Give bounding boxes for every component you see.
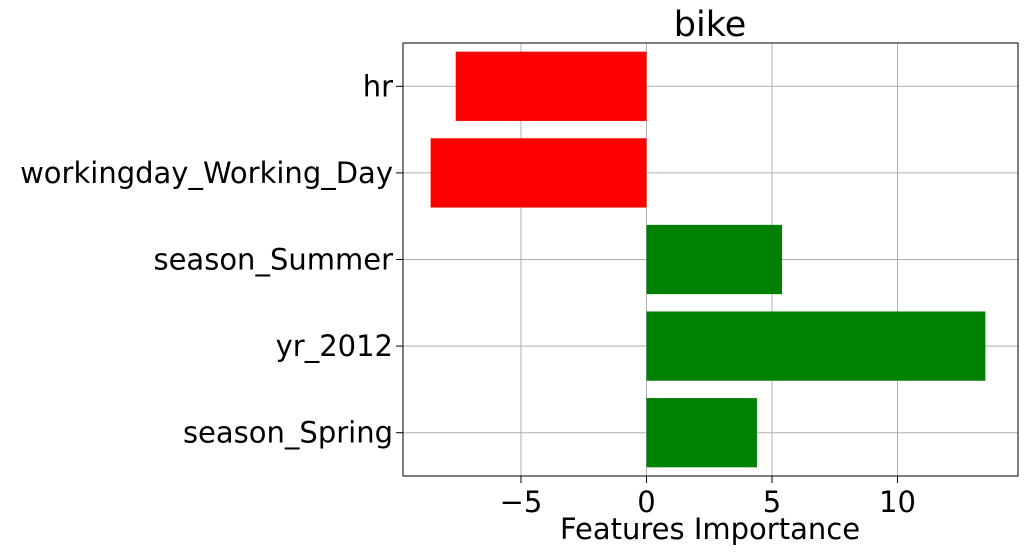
bar-season_Spring [646,398,757,468]
y-tick-label: season_Spring [183,416,393,450]
chart-title: bike [674,5,747,45]
y-tick-label: yr_2012 [276,329,393,363]
x-tick-label: 0 [637,485,655,519]
bar-workingday_Working_Day [430,138,647,208]
x-tick-label: 5 [763,485,781,519]
x-axis-ticks: −5 0 5 10 [500,476,916,519]
bar-season_Summer [646,224,783,295]
x-tick-label: −5 [500,485,543,519]
bar-yr_2012 [646,311,986,381]
bar-hr [455,51,647,121]
x-tick-label: 10 [879,485,916,519]
x-axis-label: Features Importance [560,512,860,546]
bars [430,51,986,468]
y-axis-ticks: season_Spring yr_2012 season_Summer working… [20,69,403,450]
y-tick-label: workingday_Working_Day [20,156,393,190]
y-tick-label: season_Summer [153,243,393,277]
y-tick-label: hr [363,69,393,103]
